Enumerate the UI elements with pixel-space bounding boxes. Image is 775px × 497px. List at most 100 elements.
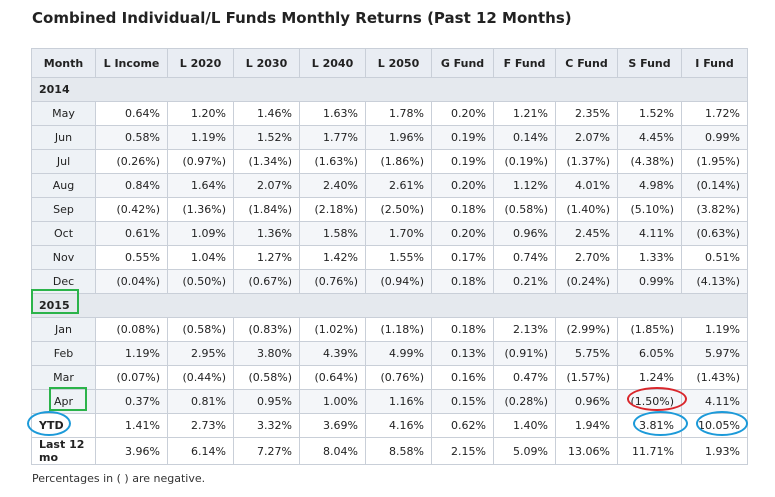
value-cell: 1.72% — [681, 101, 748, 126]
value-cell: 0.61% — [95, 221, 168, 246]
col-header-i-fund[interactable]: I Fund — [681, 48, 748, 78]
month-cell: Apr — [31, 389, 96, 414]
value-cell: (0.94%) — [365, 269, 432, 294]
summary-label: Last 12 mo — [31, 437, 96, 465]
value-cell: 0.81% — [167, 389, 234, 414]
value-cell: 0.95% — [233, 389, 300, 414]
value-cell: 1.93% — [681, 437, 748, 465]
value-cell: (0.19%) — [493, 149, 556, 174]
value-cell: 1.19% — [95, 341, 168, 366]
value-cell: (0.97%) — [167, 149, 234, 174]
value-cell: (0.83%) — [233, 317, 300, 342]
value-cell: 0.18% — [431, 197, 494, 222]
value-cell: (0.58%) — [167, 317, 234, 342]
col-header-l-income[interactable]: L Income — [95, 48, 168, 78]
value-cell: (0.58%) — [233, 365, 300, 390]
month-cell: Mar — [31, 365, 96, 390]
col-header-month[interactable]: Month — [31, 48, 96, 78]
value-cell: 1.78% — [365, 101, 432, 126]
value-cell: 1.96% — [365, 125, 432, 150]
col-header-l-2050[interactable]: L 2050 — [365, 48, 432, 78]
value-cell: (0.50%) — [167, 269, 234, 294]
value-cell: (1.18%) — [365, 317, 432, 342]
value-cell: 5.09% — [493, 437, 556, 465]
value-cell: 1.70% — [365, 221, 432, 246]
value-cell: 1.55% — [365, 245, 432, 270]
col-header-g-fund[interactable]: G Fund — [431, 48, 494, 78]
value-cell: 4.98% — [617, 173, 682, 198]
value-cell: 0.20% — [431, 221, 494, 246]
value-cell: 2.95% — [167, 341, 234, 366]
value-cell: 0.55% — [95, 245, 168, 270]
value-cell: (0.42%) — [95, 197, 168, 222]
value-cell: (0.58%) — [493, 197, 556, 222]
value-cell: 6.05% — [617, 341, 682, 366]
value-cell: 11.71% — [617, 437, 682, 465]
year-row: 2015 — [31, 293, 748, 318]
month-cell: Jul — [31, 149, 96, 174]
month-cell: Sep — [31, 197, 96, 222]
value-cell: 1.64% — [167, 173, 234, 198]
value-cell: (0.63%) — [681, 221, 748, 246]
value-cell: (1.95%) — [681, 149, 748, 174]
value-cell: 4.99% — [365, 341, 432, 366]
month-cell: Aug — [31, 173, 96, 198]
value-cell: 0.19% — [431, 149, 494, 174]
value-cell: (1.34%) — [233, 149, 300, 174]
value-cell: 1.19% — [167, 125, 234, 150]
col-header-l-2040[interactable]: L 2040 — [299, 48, 366, 78]
value-cell: 2.07% — [233, 173, 300, 198]
value-cell: (0.07%) — [95, 365, 168, 390]
value-cell: (1.63%) — [299, 149, 366, 174]
month-cell: Feb — [31, 341, 96, 366]
value-cell: 8.58% — [365, 437, 432, 465]
col-header-f-fund[interactable]: F Fund — [493, 48, 556, 78]
value-cell: (1.85%) — [617, 317, 682, 342]
value-cell: 1.46% — [233, 101, 300, 126]
col-header-l-2030[interactable]: L 2030 — [233, 48, 300, 78]
value-cell: (0.64%) — [299, 365, 366, 390]
table-row: Apr 0.37% 0.81% 0.95% 1.00% 1.16% 0.15% (0.28%)… — [31, 389, 748, 414]
value-cell: 0.99% — [617, 269, 682, 294]
value-cell: 3.96% — [95, 437, 168, 465]
value-cell: 0.18% — [431, 317, 494, 342]
value-cell: (2.18%) — [299, 197, 366, 222]
col-header-l-2020[interactable]: L 2020 — [167, 48, 234, 78]
value-cell: 1.00% — [299, 389, 366, 414]
table-row: Feb 1.19% 2.95% 3.80% 4.39% 4.99% 0.13% (0.91%)… — [31, 341, 748, 366]
month-cell: Jun — [31, 125, 96, 150]
page-title: Combined Individual/L Funds Monthly Retu… — [32, 9, 572, 27]
value-cell: 4.16% — [365, 413, 432, 438]
value-cell: 0.13% — [431, 341, 494, 366]
value-cell: 0.47% — [493, 365, 556, 390]
value-cell: 0.51% — [681, 245, 748, 270]
header-row: Month L Income L 2020 L 2030 L 2040 L 20… — [31, 48, 748, 78]
value-cell: 6.14% — [167, 437, 234, 465]
value-cell: 2.15% — [431, 437, 494, 465]
value-cell: 3.80% — [233, 341, 300, 366]
value-cell: 2.70% — [555, 245, 618, 270]
table-row: Jul (0.26%) (0.97%) (1.34%) (1.63%) (1.86%) 0.… — [31, 149, 748, 174]
value-cell: 0.96% — [493, 221, 556, 246]
value-cell: 0.14% — [493, 125, 556, 150]
value-cell: (0.44%) — [167, 365, 234, 390]
value-cell: 1.42% — [299, 245, 366, 270]
value-cell: (2.99%) — [555, 317, 618, 342]
value-cell: 2.35% — [555, 101, 618, 126]
value-cell: 5.97% — [681, 341, 748, 366]
value-cell: (1.40%) — [555, 197, 618, 222]
value-cell: 1.52% — [617, 101, 682, 126]
value-cell: (3.82%) — [681, 197, 748, 222]
value-cell: (5.10%) — [617, 197, 682, 222]
value-cell: 1.20% — [167, 101, 234, 126]
value-cell: 4.11% — [681, 389, 748, 414]
table-row: Sep (0.42%) (1.36%) (1.84%) (2.18%) (2.50%) 0.… — [31, 197, 748, 222]
month-cell: Dec — [31, 269, 96, 294]
value-cell: (1.43%) — [681, 365, 748, 390]
value-cell: (0.76%) — [299, 269, 366, 294]
value-cell: (1.50%) — [617, 389, 682, 414]
value-cell: 3.69% — [299, 413, 366, 438]
value-cell: 1.21% — [493, 101, 556, 126]
col-header-s-fund[interactable]: S Fund — [617, 48, 682, 78]
col-header-c-fund[interactable]: C Fund — [555, 48, 618, 78]
